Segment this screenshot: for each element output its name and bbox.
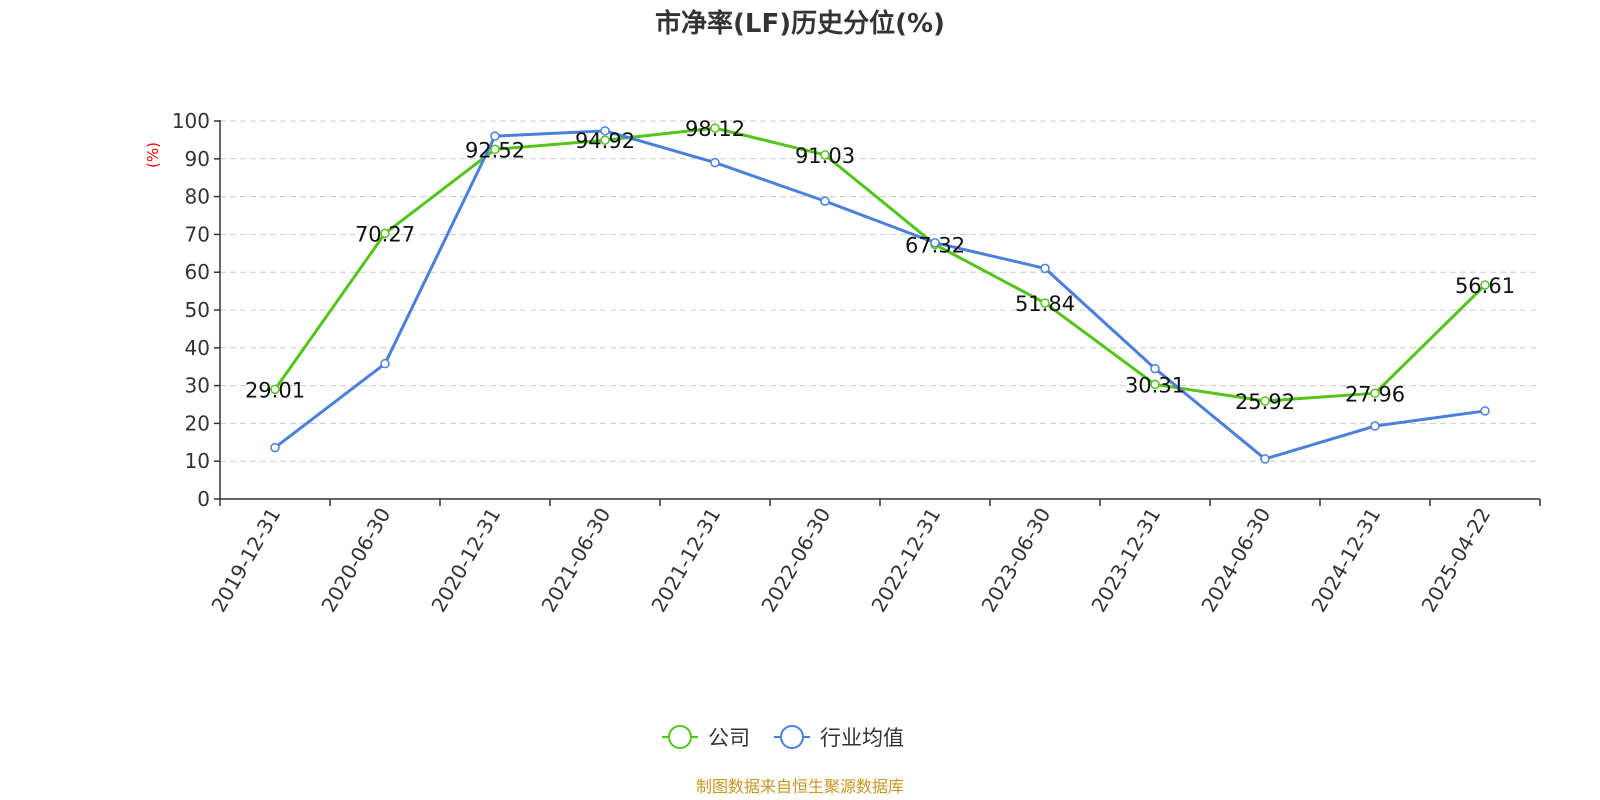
data-point [1370, 388, 1380, 399]
legend-label: 行业均值 [820, 726, 904, 750]
legend-label: 公司 [708, 726, 750, 750]
series-line-0 [273, 126, 1487, 403]
data-point [490, 131, 500, 141]
x-tick-label: 2020-06-30 [316, 504, 395, 617]
data-label: 30.31 [1125, 373, 1185, 397]
x-tick-label: 2021-06-30 [536, 504, 615, 617]
data-label: 70.27 [355, 222, 415, 246]
legend-marker-circle [668, 725, 692, 749]
data-point [490, 144, 500, 155]
y-tick-label: 90 [185, 147, 210, 171]
x-tick-label: 2024-12-31 [1306, 504, 1385, 617]
chart-title: 市净率(LF)历史分位(%) [655, 8, 945, 39]
y-tick-label: 50 [185, 298, 210, 322]
data-label: 51.84 [1015, 292, 1075, 316]
y-tick-label: 80 [185, 185, 210, 209]
x-tick-label: 2019-12-31 [206, 504, 285, 617]
data-point [930, 237, 940, 248]
y-tick-label: 100 [172, 109, 210, 133]
x-tick-label: 2025-04-22 [1416, 504, 1495, 617]
data-label: 67.32 [905, 234, 965, 258]
data-point [1040, 298, 1050, 308]
y-axis-label: (%) [144, 142, 162, 168]
data-point [820, 150, 830, 160]
y-tick-label: 70 [185, 222, 210, 246]
data-point [600, 135, 610, 145]
y-tick-label: 30 [185, 374, 210, 398]
data-label: 56.61 [1455, 274, 1515, 298]
data-label: 27.96 [1345, 382, 1405, 406]
data-point [1480, 406, 1490, 416]
x-tick-label: 2020-12-31 [426, 504, 505, 617]
gridlines [220, 120, 1540, 462]
series-line-1 [274, 129, 1486, 461]
data-point [1260, 396, 1270, 406]
x-tick-label: 2022-06-30 [756, 504, 835, 617]
x-ticks: 2019-12-31 2020-06-30 2020-12-31 2021-06-30… [206, 499, 1541, 617]
legend[interactable]: 公司 行业均值 [662, 725, 904, 750]
y-tick-label: 10 [185, 449, 210, 473]
x-tick-label: 2021-12-31 [646, 504, 725, 617]
data-point [270, 442, 280, 453]
data-label: 91.03 [795, 144, 855, 168]
y-tick-label: 20 [185, 411, 210, 435]
legend-marker-circle [780, 725, 804, 749]
data-label: 98.12 [685, 117, 745, 141]
data-point [380, 228, 390, 239]
data-point [1150, 379, 1160, 390]
x-tick-label: 2022-12-31 [866, 504, 945, 617]
data-point [820, 196, 830, 206]
data-label: 94.92 [575, 129, 635, 153]
x-tick-label: 2023-06-30 [976, 504, 1055, 617]
y-tick-label: 60 [185, 260, 210, 284]
data-point [380, 358, 390, 369]
data-label: 29.01 [245, 378, 305, 402]
data-point [1260, 454, 1270, 464]
y-tick-label: 0 [197, 487, 210, 511]
data-point [1370, 421, 1380, 431]
y-tick-label: 40 [185, 336, 210, 360]
series-layer [270, 123, 1490, 464]
data-point [600, 126, 610, 136]
data-point [710, 123, 720, 133]
source-note: 制图数据来自恒生聚源数据库 [696, 777, 904, 796]
data-point [1040, 263, 1050, 274]
x-tick-label: 2024-06-30 [1196, 504, 1275, 617]
data-point [710, 157, 720, 168]
data-point [1150, 363, 1160, 374]
data-point [270, 384, 280, 395]
y-ticks: 0 10 20 30 40 50 60 70 80 90 100 [172, 109, 220, 511]
data-label: 92.52 [465, 138, 525, 162]
data-label: 25.92 [1235, 390, 1295, 414]
data-labels: 29.01 70.27 92.52 94.92 98.12 91.03 67.32 51.84… [245, 117, 1515, 414]
data-point [1480, 280, 1490, 290]
x-tick-label: 2023-12-31 [1086, 504, 1165, 617]
